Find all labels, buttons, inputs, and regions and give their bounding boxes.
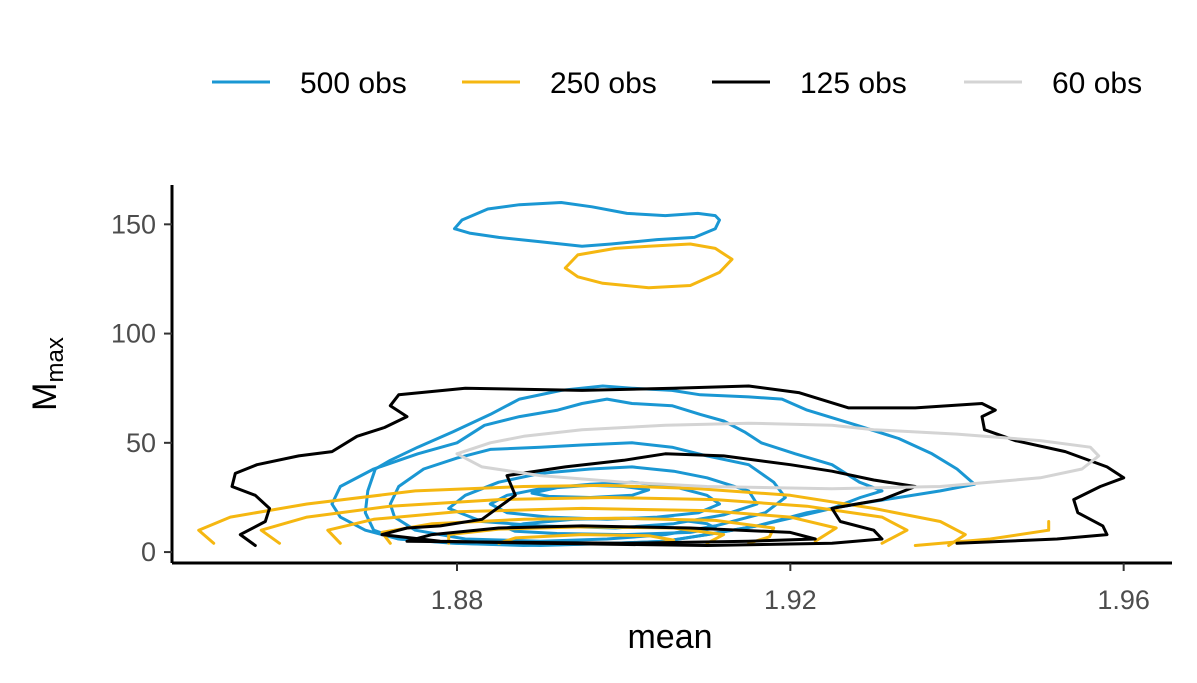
series-60-obs [455, 421, 1101, 491]
contour-500-obs-1 [453, 201, 721, 248]
contour-250-obs-7 [497, 533, 676, 545]
y-axis-ticks: 0 50 100 150 [111, 209, 172, 567]
y-tick-label: 100 [111, 319, 156, 349]
legend-item-250-obs: 250 obs [462, 67, 657, 100]
y-tick-label: 50 [126, 428, 156, 458]
series-125-obs [230, 384, 1126, 547]
x-axis-ticks: 1.88 1.92 1.96 [431, 563, 1150, 615]
contour-250-obs-8 [913, 520, 1051, 547]
y-axis-title-sub: max [42, 337, 69, 382]
contour-60-obs-1 [455, 421, 1101, 491]
legend-item-125-obs: 125 obs [712, 67, 907, 100]
x-tick-label: 1.96 [1097, 585, 1150, 615]
legend: 500 obs 250 obs 125 obs 60 obs [212, 67, 1142, 100]
legend-label: 250 obs [550, 67, 657, 100]
contour-500-obs-2 [330, 397, 884, 547]
legend-item-500-obs: 500 obs [212, 67, 407, 100]
axes [170, 185, 1172, 565]
contour-500-obs-4 [388, 441, 787, 543]
legend-label: 60 obs [1052, 67, 1142, 100]
contour-250-obs-2 [197, 483, 967, 547]
contour-250-obs-4 [326, 506, 838, 545]
contour-500-obs-3 [363, 384, 976, 547]
x-axis-title: mean [627, 618, 712, 656]
contour-125-obs-1 [230, 384, 1126, 547]
legend-label: 125 obs [800, 67, 907, 100]
y-axis-title: Mmax [26, 337, 69, 411]
x-tick-label: 1.92 [764, 585, 817, 615]
y-tick-label: 0 [141, 537, 156, 567]
contour-250-obs-1 [563, 242, 734, 290]
contour-125-obs-3 [405, 524, 817, 545]
y-tick-label: 150 [111, 209, 156, 239]
legend-label: 500 obs [300, 67, 407, 100]
y-axis-title-main: M [26, 383, 64, 411]
series-250-obs [197, 242, 1051, 547]
series-500-obs [330, 201, 976, 547]
x-tick-label: 1.88 [431, 585, 484, 615]
plot-area [197, 201, 1126, 547]
contour-250-obs-3 [259, 496, 909, 545]
contour-125-obs-2 [380, 452, 917, 547]
legend-item-60-obs: 60 obs [964, 67, 1142, 100]
